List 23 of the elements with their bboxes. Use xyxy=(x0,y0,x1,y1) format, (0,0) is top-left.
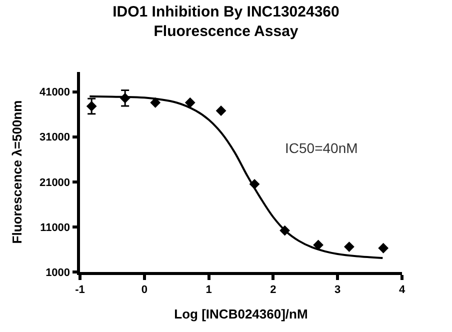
y-tick-label: 31000 xyxy=(39,132,70,144)
point xyxy=(86,101,97,112)
annotation: IC50=40nM xyxy=(285,140,358,156)
x-tick-label: 2 xyxy=(270,284,276,296)
y-axis-title: Fluorescence λ=500nm xyxy=(9,100,24,244)
point xyxy=(150,97,161,108)
x-tick-label: 1 xyxy=(206,284,212,296)
chart-title: IDO1 Inhibition By INC13024360 Fluorescence Assay xyxy=(112,4,340,40)
point xyxy=(344,242,354,252)
x-tick-label: 0 xyxy=(141,284,148,296)
point xyxy=(216,106,226,116)
x-tick-label: -1 xyxy=(75,284,85,296)
x-axis-title: Log [INCB024360]/nM xyxy=(174,306,308,322)
y-tick-label: 11000 xyxy=(40,222,70,234)
line-series xyxy=(88,95,384,260)
y-tick-label: 41000 xyxy=(39,86,70,99)
x-tick-label: 3 xyxy=(334,284,341,296)
y-tick-label: 21000 xyxy=(39,176,70,189)
y-tick-label: 1000 xyxy=(46,266,70,279)
x-tick-label: 4 xyxy=(398,284,406,296)
point xyxy=(184,97,196,108)
point xyxy=(313,240,324,250)
point xyxy=(378,242,389,254)
